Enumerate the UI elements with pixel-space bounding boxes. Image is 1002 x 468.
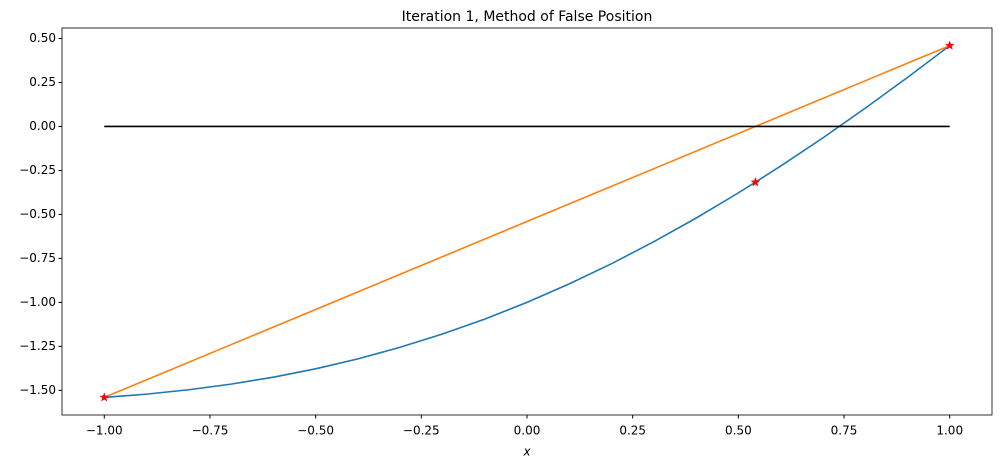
star-marker <box>99 392 110 402</box>
x-axis-label: x <box>522 445 531 459</box>
x-tick-label: 0.25 <box>619 424 646 438</box>
y-tick-label: −0.75 <box>19 251 56 265</box>
x-tick-label: 0.00 <box>514 424 541 438</box>
y-tick-label: 0.25 <box>29 75 56 89</box>
series-line <box>104 44 951 399</box>
x-tick-label: −0.75 <box>192 424 229 438</box>
y-tick-label: 0.00 <box>29 119 56 133</box>
x-tick-label: −1.00 <box>86 424 123 438</box>
chart-title: Iteration 1, Method of False Position <box>402 9 653 25</box>
x-tick-label: 0.75 <box>831 424 858 438</box>
series-line <box>103 44 951 399</box>
star-marker <box>944 40 955 50</box>
y-tick-label: 0.50 <box>29 31 56 45</box>
y-tick-label: −1.50 <box>19 383 56 397</box>
x-tick-label: −0.50 <box>297 424 334 438</box>
y-tick-label: −0.25 <box>19 163 56 177</box>
y-tick-label: −0.50 <box>19 207 56 221</box>
y-tick-label: −1.25 <box>19 339 56 353</box>
x-tick-label: 1.00 <box>936 424 963 438</box>
star-marker <box>750 177 761 187</box>
y-tick-label: −1.00 <box>19 295 56 309</box>
x-tick-label: −0.25 <box>403 424 440 438</box>
x-tick-label: 0.50 <box>725 424 752 438</box>
plot-frame <box>61 27 993 416</box>
